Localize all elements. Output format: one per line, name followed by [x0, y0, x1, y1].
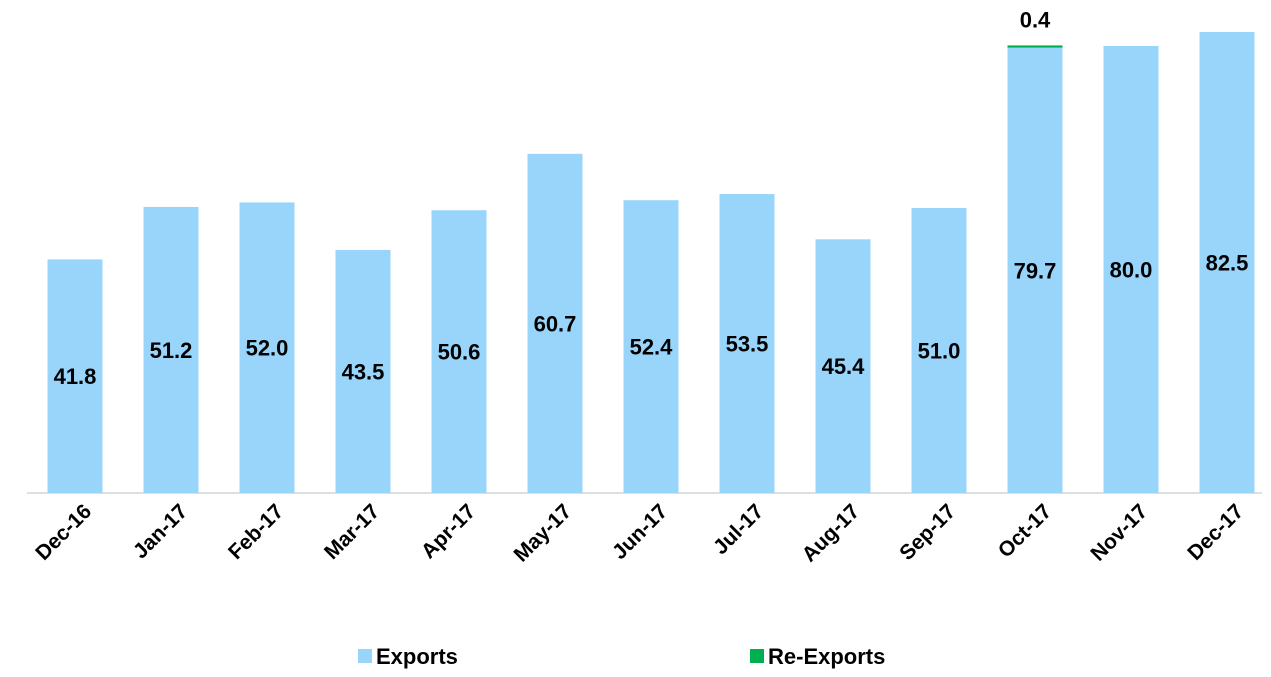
legend-swatch	[358, 649, 372, 663]
data-label: 79.7	[1014, 258, 1057, 283]
x-tick-label: Nov-17	[1086, 500, 1152, 566]
data-label: 51.0	[918, 339, 961, 364]
data-label: 52.0	[246, 336, 289, 361]
bar	[239, 202, 295, 493]
legend-swatch	[750, 649, 764, 663]
bar	[143, 206, 199, 493]
bar	[431, 210, 487, 493]
bar	[47, 259, 103, 493]
x-tick-label: Jul-17	[709, 500, 768, 559]
bar	[911, 208, 967, 493]
legend-label: Re-Exports	[768, 644, 885, 669]
data-label: 80.0	[1110, 257, 1153, 282]
bar	[527, 153, 583, 494]
data-label: 50.6	[438, 340, 481, 365]
bar	[1199, 32, 1255, 493]
x-tick-label: Jun-17	[608, 500, 672, 564]
bar	[1007, 45, 1063, 48]
data-label: 82.5	[1206, 251, 1249, 276]
data-label: 51.2	[150, 338, 193, 363]
x-tick-label: Aug-17	[798, 500, 865, 567]
x-tick-label: Apr-17	[417, 500, 480, 563]
bar	[623, 200, 679, 494]
x-tick-label: Oct-17	[994, 500, 1056, 562]
data-label: 41.8	[54, 364, 97, 389]
data-label: 53.5	[726, 332, 769, 357]
bar	[335, 249, 391, 493]
data-label: 52.4	[630, 335, 674, 360]
x-tick-label: Feb-17	[224, 500, 288, 564]
bar	[1007, 47, 1063, 494]
bar	[1103, 45, 1159, 493]
x-tick-label: Jan-17	[129, 500, 192, 563]
x-tick-label: May-17	[510, 500, 577, 567]
bar	[719, 194, 775, 494]
data-label: 0.4	[1020, 7, 1051, 32]
legend-label: Exports	[376, 644, 458, 669]
x-tick-label: Mar-17	[320, 500, 384, 564]
data-label: 43.5	[342, 359, 385, 384]
x-tick-label: Dec-17	[1183, 500, 1248, 565]
data-label: 60.7	[534, 311, 577, 336]
bar	[815, 239, 871, 493]
x-tick-label: Sep-17	[895, 500, 960, 565]
data-label: 45.4	[822, 354, 866, 379]
x-tick-label: Dec-16	[31, 500, 96, 565]
